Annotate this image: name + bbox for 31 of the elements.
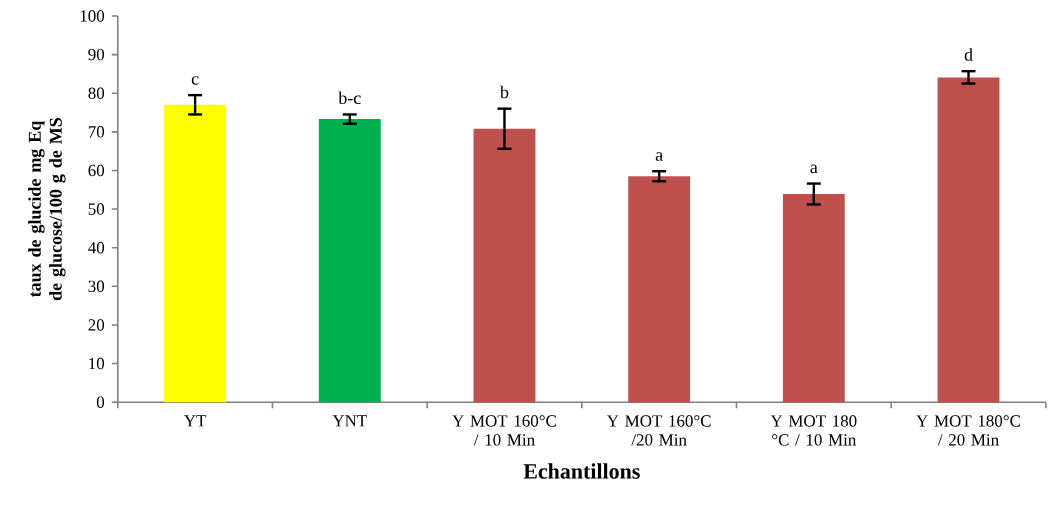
x-tick-label: Y MOT 180 °C / 10 Min	[770, 415, 857, 446]
y-axis-title: taux de glucide mg Eq de glucose/100 g de MS	[28, 118, 66, 301]
x-tick-label: Y MOT 160°C /20 Min	[606, 415, 711, 446]
bar	[164, 104, 227, 403]
y-tick-label: 10	[89, 357, 105, 370]
bar	[937, 77, 1000, 403]
annotation: d	[964, 48, 973, 61]
y-tick-label: 70	[88, 126, 105, 138]
x-axis-title: Echantillons	[523, 463, 640, 479]
y-tick-label: 50	[88, 203, 105, 215]
x-tick-label: YNT	[332, 415, 367, 427]
y-tick-label: 40	[88, 242, 105, 254]
y-tick-label: 80	[88, 87, 105, 99]
x-tick-label: Y MOT 160°C / 10 Min	[452, 415, 556, 446]
annotation: c	[191, 76, 199, 85]
annotation: a	[655, 152, 663, 161]
annotation: b	[499, 85, 509, 99]
y-tick-label: 20	[88, 319, 105, 331]
y-tick-label: 100	[80, 10, 105, 22]
bar	[628, 176, 691, 403]
bar	[318, 119, 381, 403]
bar	[473, 128, 536, 403]
x-tick-label: Y MOT 180°C / 20 Min	[916, 415, 1020, 446]
x-tick-label: YT	[183, 415, 207, 427]
bar	[782, 194, 845, 403]
annotation: b-c	[338, 91, 361, 105]
y-tick-label: 60	[88, 164, 105, 177]
y-tick-label: 30	[88, 280, 105, 293]
annotation: a	[810, 164, 818, 174]
y-tick-label: 0	[96, 396, 105, 408]
y-tick-label: 90	[88, 48, 105, 61]
